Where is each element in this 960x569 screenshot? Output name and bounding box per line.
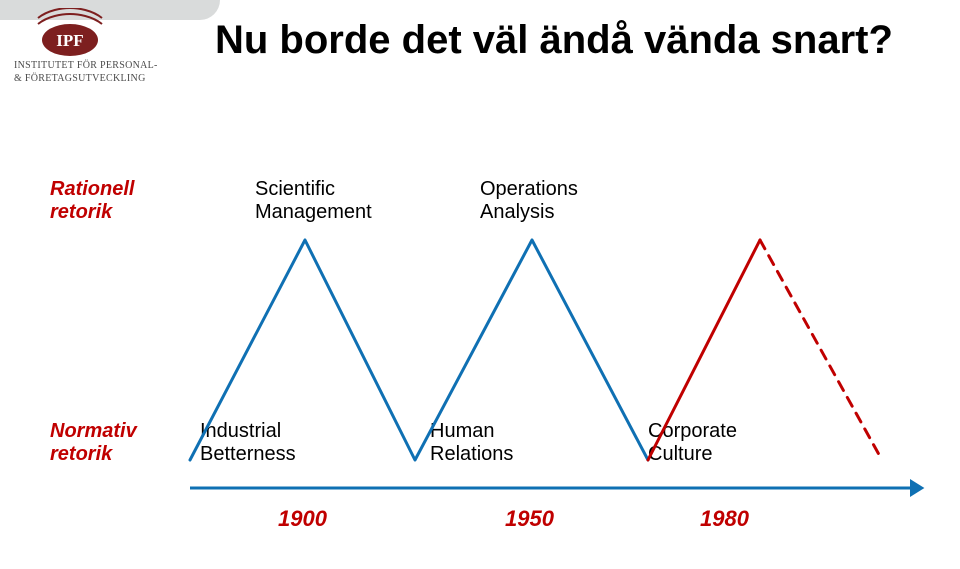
slide-container: { "logo": { "text_line1": "INSTITUTET FÖ… — [0, 0, 960, 569]
zigzag-chart — [0, 0, 960, 569]
